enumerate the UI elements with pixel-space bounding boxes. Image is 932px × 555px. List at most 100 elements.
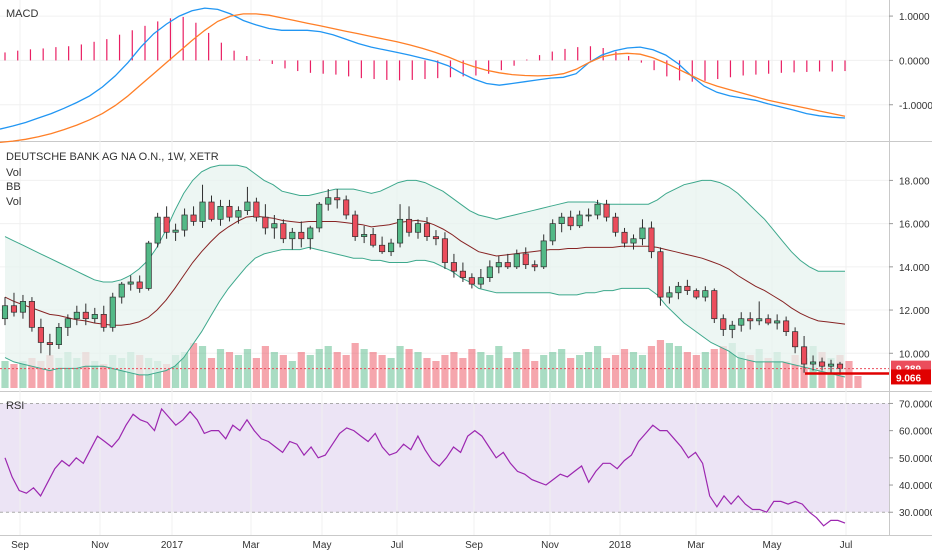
candle-body: [325, 197, 332, 205]
candle-body: [397, 218, 404, 244]
candle-body: [217, 205, 224, 220]
volume-bar: [441, 355, 449, 388]
x-tick-label: Nov: [541, 540, 559, 550]
macd-pane: [0, 0, 889, 140]
candle-body: [693, 290, 700, 298]
volume-bar: [37, 361, 45, 388]
rsi-axis-label: 40.0000: [899, 481, 932, 492]
volume-bar: [100, 364, 108, 388]
volume-bar: [531, 361, 539, 388]
volume-bar: [279, 355, 287, 388]
volume-bar: [118, 358, 126, 388]
candle-body: [190, 214, 197, 222]
rsi-plot: [0, 402, 889, 527]
candle-body: [388, 242, 395, 253]
rsi-line: [4, 407, 846, 527]
rsi-title: RSI: [6, 400, 24, 412]
candle-body: [765, 318, 772, 324]
candle-body: [136, 281, 143, 289]
candle-body: [540, 240, 547, 268]
candle-body: [729, 324, 736, 330]
candle-body: [55, 326, 62, 345]
candle-body: [64, 318, 71, 328]
candle-body: [576, 214, 583, 227]
volume-bar: [252, 358, 260, 388]
candle-body: [352, 214, 359, 237]
bollinger-basis: [4, 215, 846, 326]
price-axis-label: 14.000: [899, 263, 930, 274]
legend-vol-1: Vol: [6, 167, 21, 179]
candle-body: [181, 214, 188, 231]
candle-body: [19, 301, 27, 313]
volume-bar: [585, 352, 593, 388]
bollinger-plot: [4, 164, 846, 378]
x-tick-label: Jul: [840, 540, 853, 550]
volume-bar: [674, 346, 682, 388]
volume-bar: [665, 343, 673, 388]
candle-body: [73, 311, 80, 320]
candle-body: [127, 281, 134, 285]
x-tick-label: 2017: [161, 540, 184, 550]
candle-body: [316, 203, 323, 229]
candle-body: [244, 201, 251, 212]
candle-body: [253, 201, 260, 218]
candle-body: [738, 318, 745, 326]
volume-bar: [549, 352, 557, 388]
volume-bar: [791, 355, 799, 388]
candle-body: [423, 223, 431, 237]
volume-bar: [342, 355, 350, 388]
candle-body: [414, 223, 422, 233]
volume-bar: [180, 352, 189, 388]
volume-bar: [800, 358, 808, 388]
candle-body: [531, 264, 538, 268]
volume-bar: [315, 349, 323, 388]
candle-body: [100, 314, 107, 328]
volume-bar: [172, 355, 180, 388]
bollinger-upper-band: [4, 164, 845, 283]
candle-body: [783, 320, 790, 333]
candles-plot: [1, 184, 844, 375]
candle-body: [621, 231, 628, 244]
volume-bar: [423, 358, 431, 388]
volume-bar: [189, 343, 198, 388]
candle-body: [756, 318, 763, 322]
volume-bar: [10, 364, 18, 388]
macd-axis-label: 0.0000: [899, 56, 930, 67]
price-axis-label: 18.000: [899, 176, 930, 187]
candle-body: [379, 244, 386, 253]
macd-signal-line: [0, 13, 846, 144]
macd-axis-label: 1.0000: [899, 12, 930, 23]
candle-body: [657, 251, 664, 298]
candle-body: [567, 216, 574, 227]
candle-body: [801, 346, 808, 365]
volume-bar: [297, 352, 305, 388]
candle-body: [82, 311, 89, 320]
macd-title: MACD: [6, 8, 38, 20]
candle-body: [827, 363, 835, 367]
candle-body: [109, 296, 116, 328]
x-tick-label: May: [763, 540, 782, 550]
volume-bar: [468, 349, 476, 388]
candle-body: [298, 231, 305, 240]
candle-body: [612, 216, 619, 233]
candle-body: [549, 223, 556, 242]
volume-bar: [576, 355, 584, 388]
candle-body: [118, 283, 125, 298]
volume-bar: [109, 355, 117, 388]
candle-body: [450, 262, 457, 272]
candle-body: [495, 262, 502, 268]
volume-bar: [719, 346, 727, 388]
candle-body: [289, 231, 296, 240]
volume-bar: [288, 361, 296, 388]
candle-body: [818, 361, 826, 367]
volume-bar: [324, 346, 332, 388]
legend-bb: BB: [6, 181, 21, 193]
volume-bar: [737, 352, 745, 388]
volume-bar: [225, 352, 234, 388]
candle-body: [28, 301, 35, 328]
candle-body: [810, 361, 817, 365]
x-tick-label: Sep: [11, 540, 29, 550]
candle-body: [468, 277, 475, 285]
candle-body: [711, 290, 718, 320]
